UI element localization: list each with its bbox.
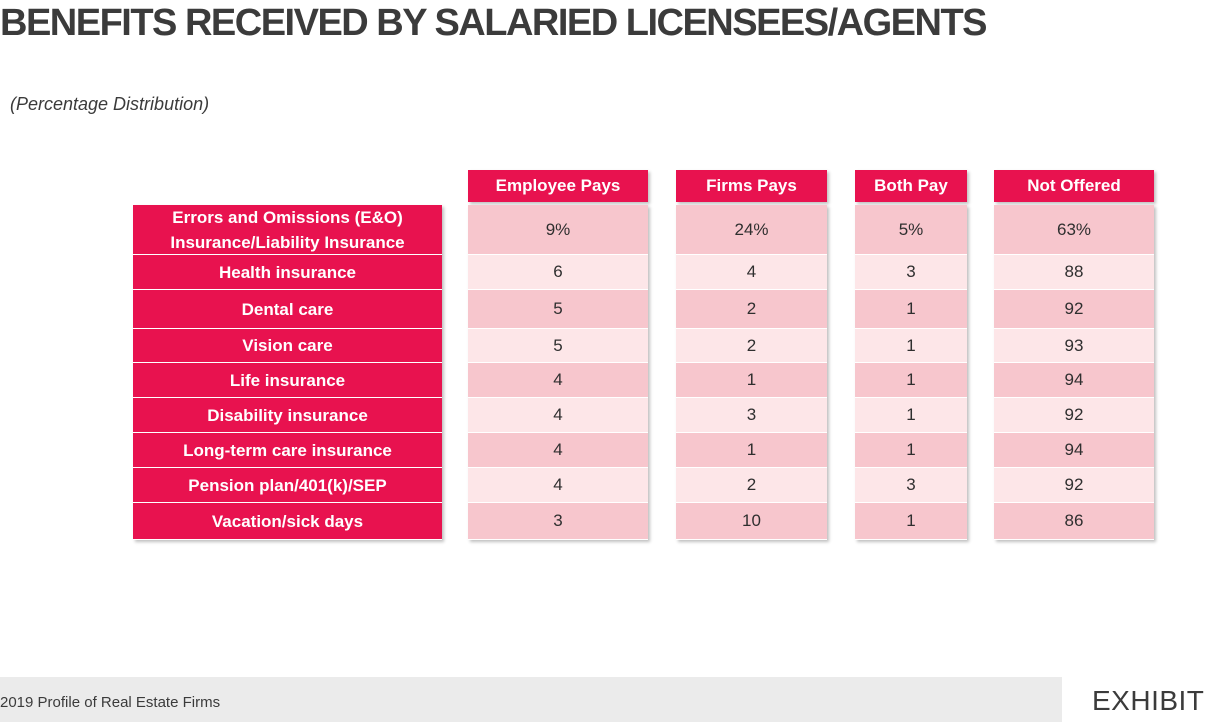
table-cell: 3 xyxy=(855,255,967,290)
table-cell: 1 xyxy=(855,503,967,540)
table-cell: 1 xyxy=(676,363,827,398)
table-cell: 94 xyxy=(994,433,1154,468)
table-cell: 63% xyxy=(994,205,1154,255)
table-cell: 4 xyxy=(468,468,648,503)
table-cell: 1 xyxy=(855,363,967,398)
row-label: Pension plan/401(k)/SEP xyxy=(133,468,442,503)
table-cell: 5 xyxy=(468,290,648,329)
table-cell: 3 xyxy=(676,398,827,433)
table-cell: 3 xyxy=(468,503,648,540)
table-cell: 1 xyxy=(855,329,967,363)
table-cell: 93 xyxy=(994,329,1154,363)
table-cell: 88 xyxy=(994,255,1154,290)
table-cell: 2 xyxy=(676,468,827,503)
table-cell: 4 xyxy=(468,363,648,398)
row-label: Health insurance xyxy=(133,255,442,290)
table-cell: 6 xyxy=(468,255,648,290)
table-cell: 2 xyxy=(676,329,827,363)
table-cell: 1 xyxy=(676,433,827,468)
page-title: BENEFITS RECEIVED BY SALARIED LICENSEES/… xyxy=(0,2,988,44)
column-header: Firms Pays xyxy=(676,170,827,202)
page-subtitle: (Percentage Distribution) xyxy=(10,94,210,114)
row-label: Life insurance xyxy=(133,363,442,398)
table-cell: 3 xyxy=(855,468,967,503)
table-cell: 10 xyxy=(676,503,827,540)
row-label: Long-term care insurance xyxy=(133,433,442,468)
table-cell: 2 xyxy=(676,290,827,329)
table-cell: 92 xyxy=(994,290,1154,329)
row-label: Vision care xyxy=(133,329,442,363)
table-cell: 24% xyxy=(676,205,827,255)
table-cell: 92 xyxy=(994,468,1154,503)
table-cell: 5 xyxy=(468,329,648,363)
exhibit-label: EXHIBIT xyxy=(1092,685,1205,716)
row-label: Errors and Omissions (E&O) Insurance/Lia… xyxy=(133,205,442,255)
table-cell: 94 xyxy=(994,363,1154,398)
table-cell: 1 xyxy=(855,433,967,468)
column-header: Employee Pays xyxy=(468,170,648,202)
footer-source: 2019 Profile of Real Estate Firms xyxy=(0,694,221,711)
table-cell: 86 xyxy=(994,503,1154,540)
table-cell: 1 xyxy=(855,290,967,329)
table-cell: 4 xyxy=(676,255,827,290)
row-label: Disability insurance xyxy=(133,398,442,433)
footer-bar xyxy=(0,677,1062,722)
column-header: Not Offered xyxy=(994,170,1154,202)
table-cell: 4 xyxy=(468,433,648,468)
table-cell: 92 xyxy=(994,398,1154,433)
table-cell: 9% xyxy=(468,205,648,255)
table-cell: 4 xyxy=(468,398,648,433)
row-label: Vacation/sick days xyxy=(133,503,442,540)
table-cell: 5% xyxy=(855,205,967,255)
row-label: Dental care xyxy=(133,290,442,329)
table-cell: 1 xyxy=(855,398,967,433)
column-header: Both Pay xyxy=(855,170,967,202)
